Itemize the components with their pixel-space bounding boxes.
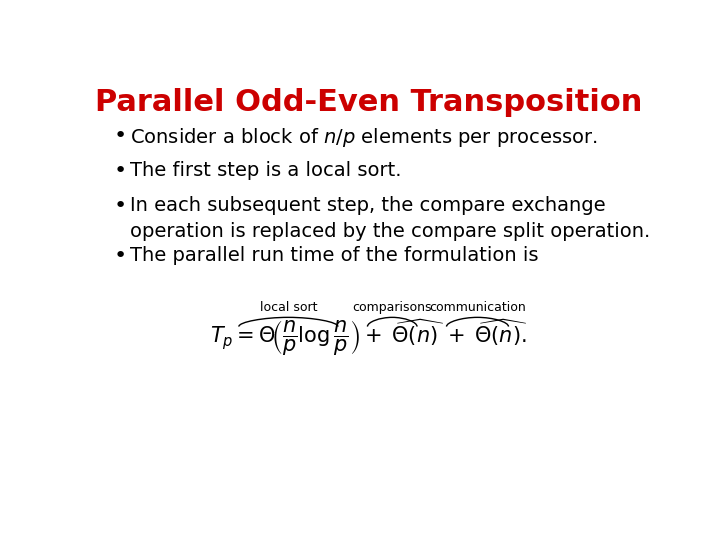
Text: •: • [113, 126, 127, 146]
Text: •: • [113, 161, 127, 181]
Text: The parallel run time of the formulation is: The parallel run time of the formulation… [130, 246, 539, 265]
Text: The first step is a local sort.: The first step is a local sort. [130, 161, 402, 180]
Text: Consider a block of $n/p$ elements per processor.: Consider a block of $n/p$ elements per p… [130, 126, 598, 150]
Text: $T_p = \Theta\!\left(\dfrac{n}{p}\log\dfrac{n}{p}\right) + \;\widehat{\Theta(n)}: $T_p = \Theta\!\left(\dfrac{n}{p}\log\df… [210, 318, 528, 359]
Text: Parallel Odd-Even Transposition: Parallel Odd-Even Transposition [95, 88, 643, 117]
Text: •: • [113, 195, 127, 215]
Text: comparisons: comparisons [353, 301, 432, 314]
Text: •: • [113, 246, 127, 266]
Text: In each subsequent step, the compare exchange
operation is replaced by the compa: In each subsequent step, the compare exc… [130, 195, 651, 241]
Text: local sort: local sort [260, 301, 317, 314]
Text: communication: communication [429, 301, 526, 314]
